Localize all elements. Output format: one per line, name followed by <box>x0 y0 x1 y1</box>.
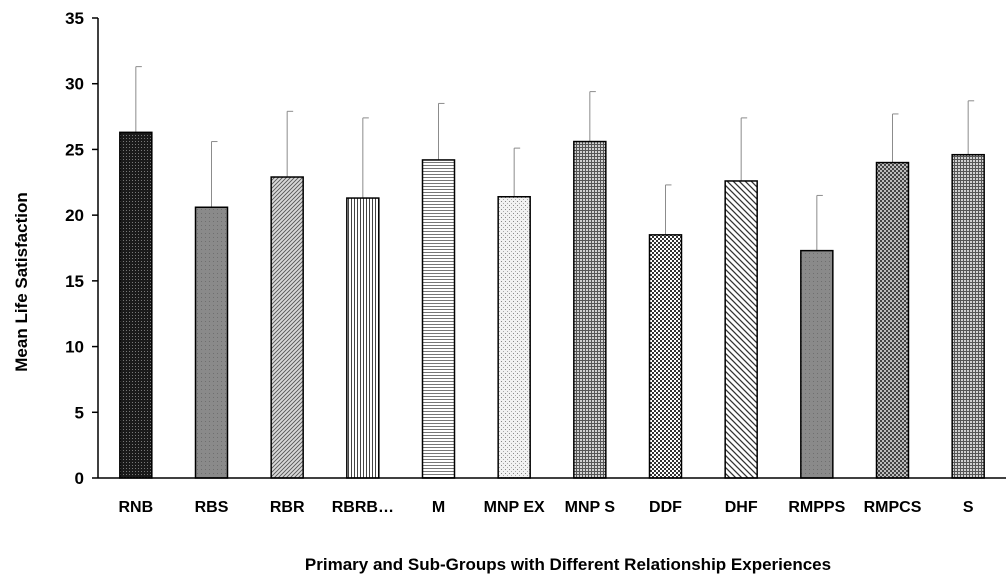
bar-9 <box>800 249 834 479</box>
x-axis-categories: RNB RBS RBR RBRB… M MNP EX MNP S DDF DHF RMPPS RMP… <box>118 499 973 516</box>
x-category-label-4: M <box>432 499 445 516</box>
y-axis-ticks: 0 5 10 15 20 25 30 35 <box>65 9 98 488</box>
bars <box>119 66 985 479</box>
x-category-label-0: RNB <box>118 499 153 516</box>
bar-5 <box>497 195 531 479</box>
y-axis-title: Mean Life Satisfaction <box>12 192 31 371</box>
x-category-label-11: S <box>963 499 974 516</box>
bar-1 <box>194 206 229 479</box>
x-category-label-10: RMPCS <box>864 499 922 516</box>
y-tick-label-2: 10 <box>65 338 84 357</box>
x-category-label-6: MNP S <box>565 499 616 516</box>
y-tick-label-1: 5 <box>75 403 84 422</box>
y-tick-label-3: 15 <box>65 272 84 291</box>
x-category-label-1: RBS <box>195 499 229 516</box>
bar-10 <box>875 161 910 479</box>
bar-0 <box>119 131 153 479</box>
x-category-label-5: MNP EX <box>484 499 545 516</box>
bar-3 <box>346 197 380 479</box>
y-tick-label-4: 20 <box>65 206 84 225</box>
y-tick-label-0: 0 <box>75 469 84 488</box>
x-category-label-9: RMPPS <box>788 499 845 516</box>
x-axis-title: Primary and Sub-Groups with Different Re… <box>305 555 831 574</box>
x-category-label-2: RBR <box>270 499 305 516</box>
bar-6 <box>573 140 607 479</box>
y-tick-label-5: 25 <box>65 140 84 159</box>
bar-11 <box>951 153 985 479</box>
bar-8 <box>724 180 758 479</box>
bar-7 <box>648 234 683 479</box>
y-tick-label-7: 35 <box>65 9 84 28</box>
x-category-label-3: RBRB… <box>332 499 394 516</box>
bar-2 <box>270 176 304 479</box>
x-category-label-7: DDF <box>649 499 682 516</box>
x-category-label-8: DHF <box>725 499 758 516</box>
y-tick-label-6: 30 <box>65 75 84 94</box>
bar-4 <box>421 159 456 479</box>
